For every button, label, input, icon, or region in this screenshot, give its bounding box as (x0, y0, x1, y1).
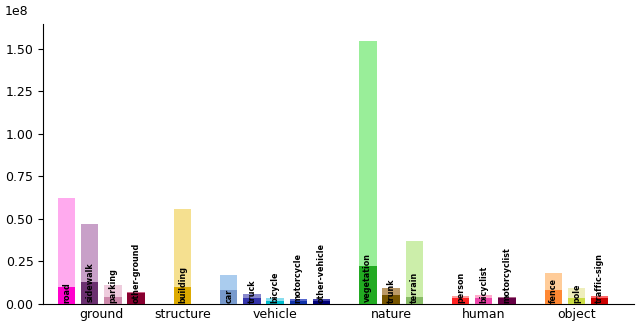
Text: vegetation: vegetation (364, 253, 372, 302)
Text: pole: pole (572, 284, 581, 303)
Text: sidewalk: sidewalk (85, 263, 94, 302)
Bar (499, 299, 516, 303)
Bar (475, 298, 492, 303)
Bar (591, 298, 609, 303)
Bar (58, 198, 75, 303)
Bar (289, 301, 307, 303)
Text: building: building (178, 266, 187, 303)
Text: fence: fence (549, 278, 558, 303)
Bar (104, 285, 122, 303)
Text: bicycle: bicycle (271, 272, 280, 303)
Bar (243, 294, 260, 303)
Bar (475, 295, 492, 303)
Text: bicyclist: bicyclist (479, 266, 488, 303)
Text: truck: truck (248, 280, 257, 303)
Text: road: road (62, 282, 71, 303)
Bar (545, 290, 562, 303)
Bar (289, 299, 307, 303)
Bar (127, 292, 145, 303)
Text: other-ground: other-ground (131, 243, 141, 303)
Bar (104, 297, 122, 303)
Text: person: person (456, 272, 465, 303)
Text: parking: parking (108, 268, 117, 303)
Bar (568, 299, 585, 303)
Bar (591, 296, 609, 303)
Text: 1e8: 1e8 (5, 5, 28, 18)
Bar (266, 301, 284, 303)
Bar (568, 288, 585, 303)
Bar (406, 297, 423, 303)
Text: car: car (224, 289, 233, 303)
Bar (452, 296, 469, 303)
Bar (382, 295, 400, 303)
Bar (173, 209, 191, 303)
Bar (127, 293, 145, 303)
Bar (313, 301, 330, 303)
Bar (406, 241, 423, 303)
Bar (220, 290, 237, 303)
Bar (243, 299, 260, 303)
Text: motorcycle: motorcycle (294, 253, 303, 303)
Text: trunk: trunk (387, 279, 396, 303)
Bar (452, 298, 469, 303)
Bar (81, 282, 99, 303)
Bar (313, 299, 330, 303)
Text: motorcyclist: motorcyclist (502, 248, 511, 303)
Bar (359, 41, 376, 303)
Bar (81, 224, 99, 303)
Bar (499, 297, 516, 303)
Bar (173, 286, 191, 303)
Bar (359, 266, 376, 303)
Bar (545, 273, 562, 303)
Text: traffic-sign: traffic-sign (595, 253, 604, 303)
Text: other-vehicle: other-vehicle (317, 244, 326, 303)
Bar (266, 299, 284, 303)
Bar (220, 275, 237, 303)
Bar (382, 288, 400, 303)
Bar (58, 286, 75, 303)
Text: terrain: terrain (410, 272, 419, 303)
